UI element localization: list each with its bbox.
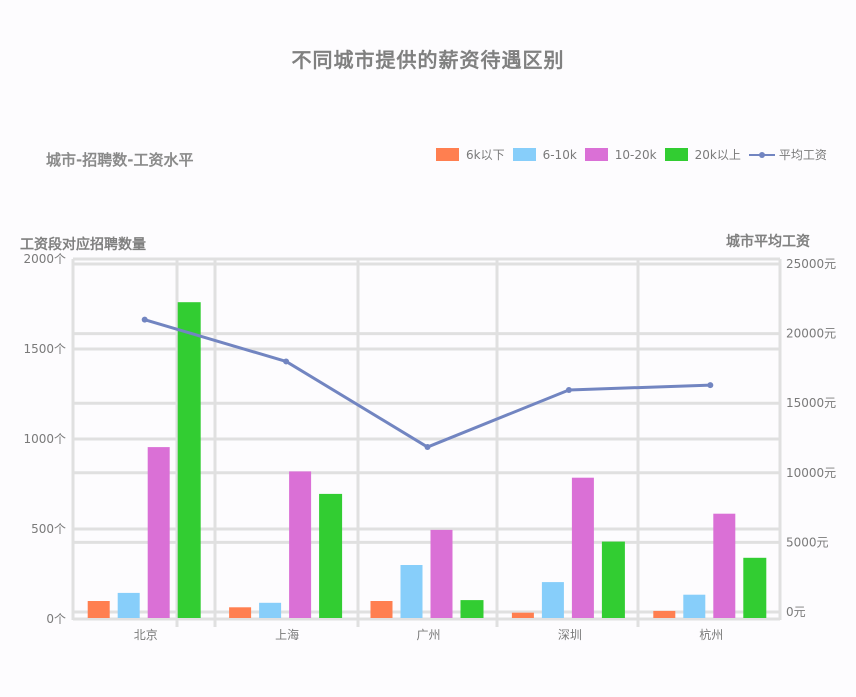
legend-label: 6k以下 [466,148,505,162]
y-axis-right-title: 城市平均工资 [726,234,810,250]
bar-北京[interactable] [87,601,110,618]
x-tick-label: 上海 [275,627,299,642]
legend-label: 平均工资 [778,148,827,162]
line-point[interactable] [707,382,714,389]
bar-杭州[interactable] [653,610,676,618]
y-tick-left: 500个 [31,522,66,536]
y-tick-right: 10000元 [786,466,836,480]
y-tick-right: 20000元 [786,327,836,341]
legend-swatch-icon [664,148,688,161]
avg-salary-line[interactable] [144,318,711,449]
x-tick-label: 杭州 [699,627,723,642]
bar-上海[interactable] [319,493,343,618]
legend-item-under-6k[interactable]: 6k以下 [436,146,505,163]
legend-line-icon [748,148,775,161]
bar-广州[interactable] [430,529,453,618]
bar-上海[interactable] [289,471,312,618]
chart-subtitle: 城市-招聘数-工资水平 [46,151,194,169]
bar-深圳[interactable] [541,582,564,618]
bar-北京[interactable] [147,447,170,618]
y-tick-right: 15000元 [786,396,836,410]
legend-item-6-10k[interactable]: 6-10k [512,147,577,162]
legend: 6k以下 6-10k 10-20k 20k以上 平均工资 [436,146,835,163]
line-point[interactable] [141,316,148,323]
bar-北京[interactable] [177,302,201,618]
legend-label: 20k以上 [694,148,741,162]
legend-swatch-icon [512,148,536,161]
legend-label: 6-10k [542,147,577,162]
bar-上海[interactable] [229,607,252,618]
legend-item-avg-salary[interactable]: 平均工资 [748,146,827,163]
bar-广州[interactable] [370,601,393,618]
bar-深圳[interactable] [601,541,625,618]
y-tick-left: 1000个 [23,432,66,446]
y-tick-right: 25000元 [786,257,836,271]
legend-item-10-20k[interactable]: 10-20k [584,147,657,162]
y-tick-left: 1500个 [23,342,66,356]
bar-杭州[interactable] [683,594,706,618]
y-tick-right: 0元 [786,605,806,619]
bar-深圳[interactable] [571,477,594,618]
bar-杭州[interactable] [743,557,767,618]
bar-北京[interactable] [117,592,140,618]
line-point[interactable] [565,386,572,393]
chart-title: 不同城市提供的薪资待遇区别 [291,48,565,72]
bar-广州[interactable] [400,565,423,618]
x-tick-label: 广州 [416,628,440,642]
legend-swatch-icon [584,148,608,161]
line-point[interactable] [424,444,431,451]
bar-深圳[interactable] [511,612,534,618]
y-tick-right: 5000元 [786,535,829,549]
line-point[interactable] [283,358,290,365]
legend-label: 10-20k [614,147,657,162]
bar-杭州[interactable] [713,513,736,618]
legend-swatch-icon [436,148,459,161]
bar-广州[interactable] [460,600,484,618]
y-tick-left: 0个 [46,612,66,626]
y-axis-left-title: 工资段对应招聘数量 [20,237,146,253]
y-tick-left: 2000个 [23,252,66,266]
x-tick-label: 深圳 [558,628,582,642]
bar-上海[interactable] [259,602,282,618]
legend-item-over-20k[interactable]: 20k以上 [664,146,741,163]
x-tick-label: 北京 [134,628,158,642]
